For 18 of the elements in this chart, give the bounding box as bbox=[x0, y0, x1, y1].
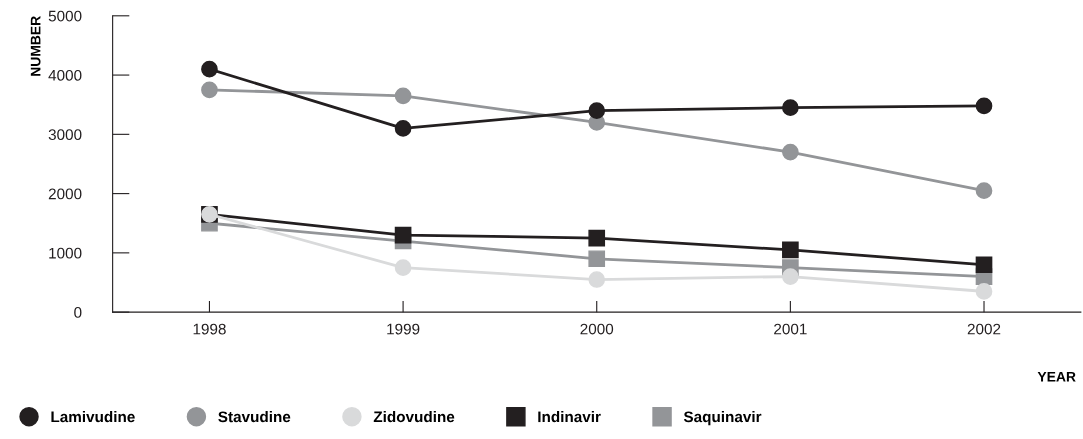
y-tick-label: 1000 bbox=[49, 247, 82, 259]
legend-label: Stavudine bbox=[218, 411, 291, 423]
x-tick-label: 2001 bbox=[774, 323, 807, 335]
legend-label: Indinavir bbox=[538, 411, 601, 423]
y-tick-label: 2000 bbox=[48, 188, 82, 200]
x-axis-title: YEAR bbox=[1037, 371, 1076, 382]
x-tick-label: 1998 bbox=[193, 323, 226, 335]
y-tick-label: 5000 bbox=[48, 10, 82, 22]
y-tick-label: 4000 bbox=[48, 69, 82, 81]
x-tick-label: 1999 bbox=[387, 323, 420, 335]
legend-label: Saquinavir bbox=[683, 411, 762, 426]
x-tick-label: 2000 bbox=[580, 323, 614, 335]
legend-label: Lamivudine bbox=[51, 411, 135, 423]
y-tick-label: 0 bbox=[74, 307, 82, 318]
y-tick-label: 3000 bbox=[48, 129, 82, 141]
x-tick-label: 2002 bbox=[967, 323, 1001, 335]
legend-label: Zidovudine bbox=[373, 411, 455, 423]
y-axis-title: NUMBER bbox=[30, 16, 41, 76]
